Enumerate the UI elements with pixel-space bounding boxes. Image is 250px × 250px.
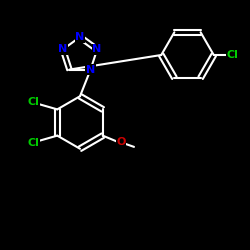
Text: O: O: [116, 137, 126, 147]
Text: N: N: [86, 64, 95, 74]
Text: N: N: [92, 44, 102, 54]
Text: Cl: Cl: [226, 50, 238, 60]
Text: N: N: [76, 32, 84, 42]
Text: Cl: Cl: [28, 138, 40, 148]
Text: N: N: [58, 44, 68, 54]
Text: Cl: Cl: [28, 97, 40, 107]
